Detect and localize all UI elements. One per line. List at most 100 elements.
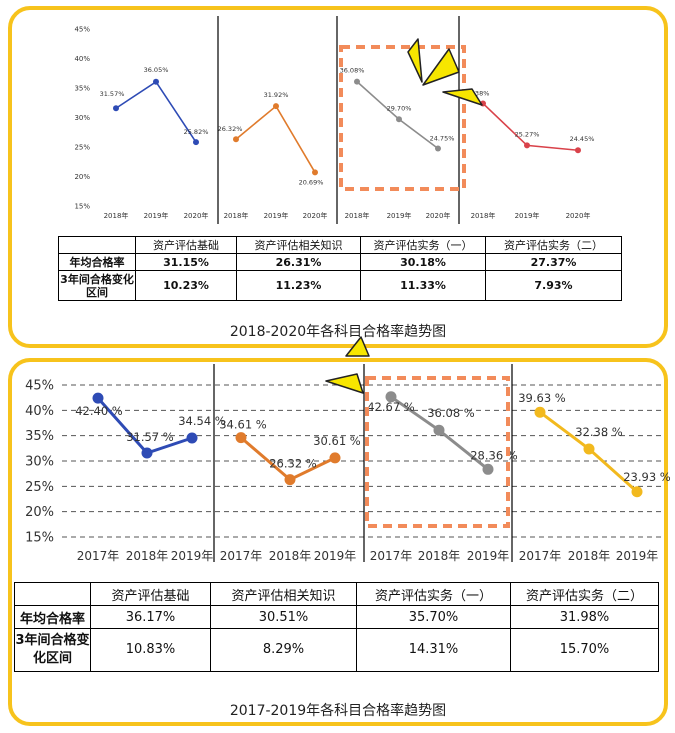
row-label: 3年间合格变化区间 (14, 628, 91, 672)
x-tick-label: 2018年 (126, 549, 169, 563)
data-label: 24.75% (430, 134, 455, 142)
data-point (186, 432, 198, 444)
x-tick-label: 2017年 (77, 549, 120, 563)
x-tick-label: 2018年 (418, 549, 461, 563)
data-label: 26.32 % (269, 457, 317, 471)
table-cell: 36.17% (90, 605, 211, 629)
pointer-arrow-icon (407, 38, 423, 83)
data-label: 42.67 % (367, 400, 415, 414)
table-cell: 35.70% (356, 605, 511, 629)
data-label: 34.54 % (178, 414, 226, 428)
pointer-arrow-icon (345, 336, 370, 357)
x-tick-label: 2017年 (220, 549, 263, 563)
data-point (284, 474, 296, 486)
x-tick-label: 2020年 (184, 211, 209, 220)
data-label: 26.32% (218, 125, 243, 133)
data-point (575, 147, 581, 154)
y-tick-label: 25% (25, 480, 54, 495)
series-line (235, 104, 316, 173)
data-point (233, 136, 239, 143)
x-tick-label: 2019年 (144, 211, 169, 220)
data-label: 23.93 % (623, 470, 671, 484)
data-label: 36.08% (340, 67, 365, 75)
x-tick-label: 2019年 (515, 211, 540, 220)
table-cell: 15.70% (510, 628, 659, 672)
data-point (113, 105, 119, 112)
row-label: 年均合格率 (58, 253, 136, 271)
highlight-box (365, 376, 510, 528)
data-point (435, 145, 441, 152)
row-label: 年均合格率 (14, 605, 91, 629)
series-line (482, 102, 579, 152)
table-header-cell: 资产评估相关知识 (236, 236, 361, 254)
data-point (354, 78, 360, 85)
x-tick-label: 2019年 (616, 549, 659, 563)
chart-panel-2017-2019: 15% 20% 25% 30% 35% 40% 45% 42.40 % 2017年 31.57 %… (8, 336, 671, 726)
table-cell: 26.31% (236, 253, 361, 271)
data-label: 42.40 % (75, 404, 123, 418)
table-header-row: 资产评估基础 资产评估相关知识 资产评估实务（一） 资产评估实务（二） (58, 236, 622, 254)
data-point (433, 424, 445, 436)
table-header-cell (58, 236, 136, 254)
y-tick-label: 30% (74, 114, 90, 122)
data-label: 31.57 % (126, 430, 174, 444)
data-point (235, 432, 247, 444)
x-tick-label: 2019年 (387, 211, 412, 220)
data-label: 31.92% (264, 91, 289, 99)
y-tick-label: 35% (74, 84, 90, 92)
data-label: 28.36 % (470, 448, 518, 462)
y-tick-label: 40% (25, 404, 54, 419)
x-tick-label: 2017年 (519, 549, 562, 563)
table-cell: 27.37% (485, 253, 622, 271)
x-tick-label: 2018年 (471, 211, 496, 220)
data-label: 24.45% (570, 135, 595, 143)
stats-table-2017-2019: 资产评估基础 资产评估相关知识 资产评估实务（一） 资产评估实务（二） 年均合格… (14, 582, 659, 672)
data-label: 36.08 % (427, 406, 475, 420)
table-cell: 31.98% (510, 605, 659, 629)
data-point (534, 406, 546, 418)
table-header-cell: 资产评估实务（一） (356, 582, 511, 606)
chart-caption: 2017-2019年各科目合格率趋势图 (229, 703, 447, 719)
data-point (385, 391, 397, 403)
data-point (153, 78, 159, 85)
data-label: 20.69% (299, 178, 324, 186)
data-point (329, 452, 341, 464)
table-cell: 10.23% (135, 270, 237, 301)
data-label: 36.05% (144, 66, 169, 74)
table-header-row: 资产评估基础 资产评估相关知识 资产评估实务（一） 资产评估实务（二） (14, 582, 659, 606)
y-tick-label: 25% (74, 143, 90, 151)
table-cell: 14.31% (356, 628, 511, 672)
table-header-cell: 资产评估实务（二） (510, 582, 659, 606)
data-label: 25.27% (515, 130, 540, 138)
table-cell: 10.83% (90, 628, 211, 672)
table-cell: 8.29% (210, 628, 357, 672)
table-cell: 31.15% (135, 253, 237, 271)
pointer-arrow-icon (422, 48, 460, 86)
data-point (524, 142, 530, 149)
x-tick-label: 2018年 (224, 211, 249, 220)
data-label: 30.61 % (313, 434, 361, 448)
data-label: 29.70% (387, 104, 412, 112)
y-tick-label: 15% (74, 202, 90, 210)
table-header-cell: 资产评估实务（一） (360, 236, 486, 254)
data-label: 32.38 % (575, 425, 623, 439)
series-line (356, 81, 439, 150)
x-tick-label: 2019年 (171, 549, 214, 563)
x-tick-label: 2020年 (303, 211, 328, 220)
table-cell: 7.93% (485, 270, 622, 301)
chart-panel-2018-2020: 15% 20% 25% 30% 35% 40% 45% 31.57% 2018年 36.05% 20… (8, 6, 668, 348)
data-point (482, 463, 494, 475)
chart-caption: 2018-2020年各科目合格率趋势图 (229, 324, 447, 340)
y-tick-label: 45% (25, 379, 54, 394)
table-header-cell: 资产评估基础 (90, 582, 211, 606)
line-chart-2017-2019: 15% 20% 25% 30% 35% 40% 45% 42.40 % 2017年 31.57 %… (25, 336, 671, 563)
table-header-cell: 资产评估相关知识 (210, 582, 357, 606)
pointer-arrow-icon (325, 373, 364, 394)
data-point (631, 486, 643, 498)
x-tick-label: 2019年 (264, 211, 289, 220)
table-cell: 30.18% (360, 253, 486, 271)
table-cell: 30.51% (210, 605, 357, 629)
table-cell: 11.23% (236, 270, 361, 301)
data-label: 39.63 % (518, 391, 566, 405)
y-tick-label: 20% (25, 505, 54, 520)
